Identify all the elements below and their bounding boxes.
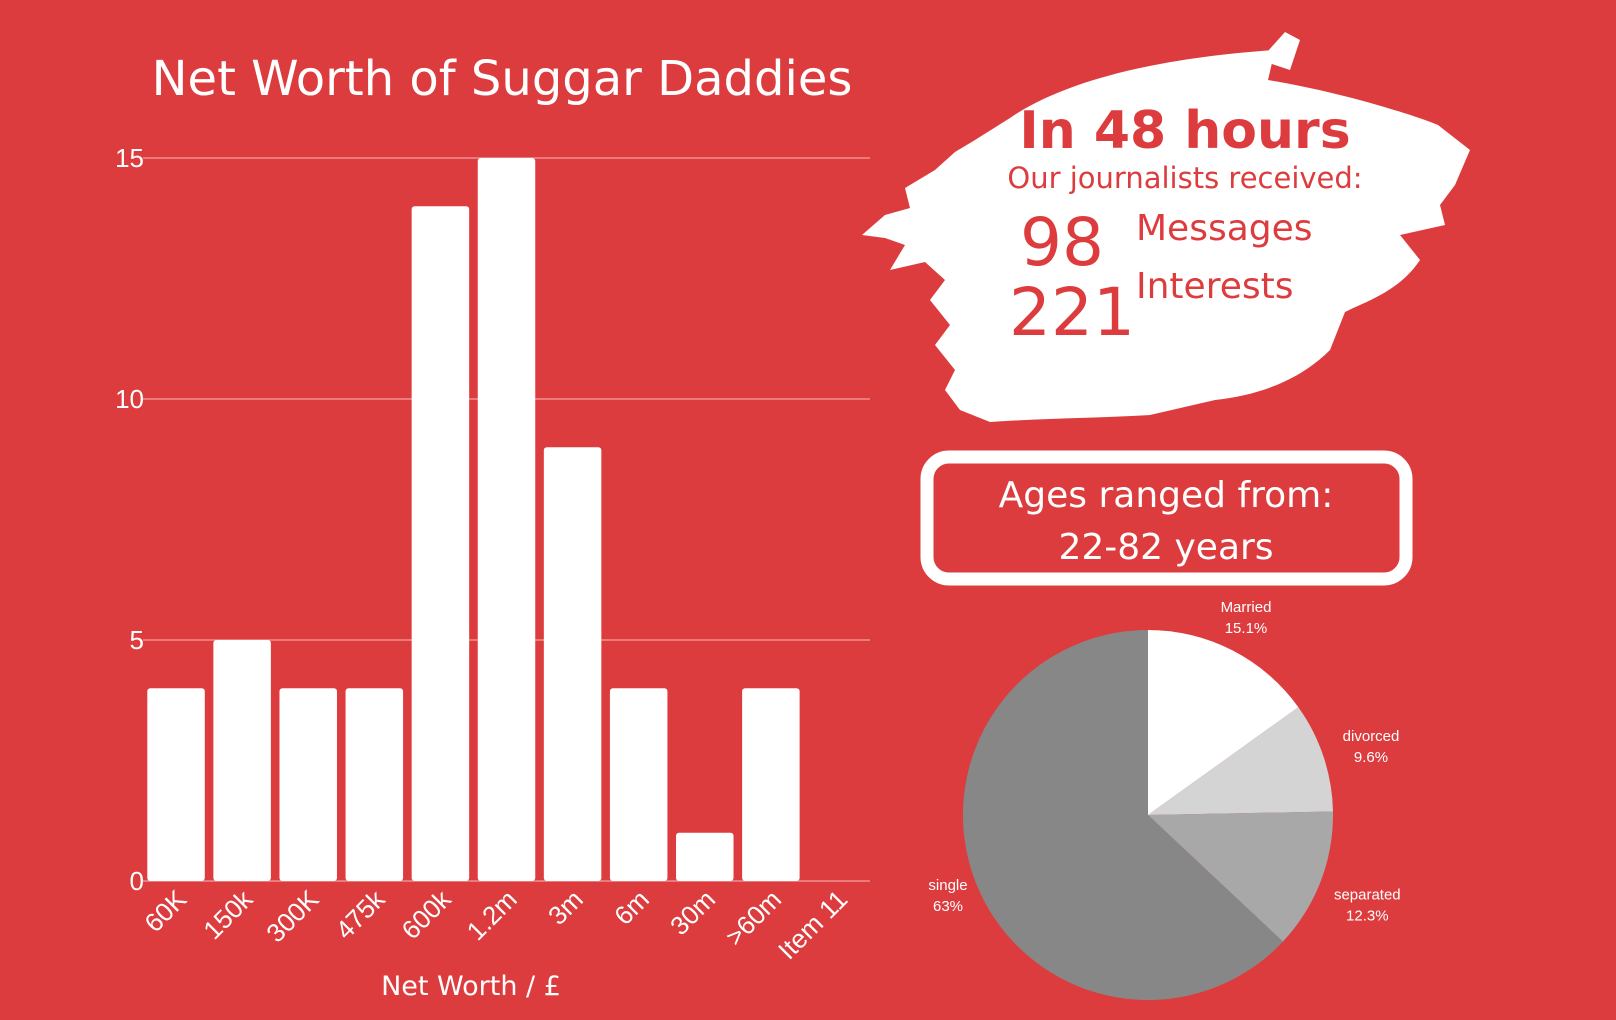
y-tick-label: 5 (130, 625, 144, 655)
bar (543, 447, 602, 881)
brush-stroke-shape (862, 50, 1470, 422)
x-tick-label: 300K (260, 884, 325, 949)
x-tick-label: 150k (197, 883, 259, 945)
x-tick-label: 6m (608, 884, 655, 931)
bar (477, 158, 536, 881)
pie-label: divorced 9.6% (1343, 728, 1400, 766)
y-tick-label: 0 (130, 866, 144, 896)
pie-slice (1148, 811, 1333, 942)
x-tick-label: 600k (396, 883, 458, 945)
stats-heading: In 48 hours (1019, 101, 1350, 161)
interests-label: Interests (1136, 266, 1293, 307)
bar (213, 640, 271, 881)
bar-chart: Net Worth of Suggar Daddies 0 5 10 15 60K 15… (115, 51, 870, 1002)
messages-count: 98 (1020, 204, 1104, 281)
pie-label: Married 15.1% (1221, 599, 1272, 637)
x-axis-title: Net Worth / £ (381, 971, 561, 1002)
pie-label: separated 12.3% (1334, 886, 1401, 924)
pie-labels: Married 15.1% divorced 9.6% separated 12.3% si… (928, 599, 1400, 924)
stats-callout: In 48 hours Our journalists received: 98… (862, 32, 1470, 422)
x-tick-label: Item 11 (772, 884, 853, 965)
y-tick-label: 10 (115, 384, 144, 414)
ages-line-2: 22-82 years (1058, 527, 1273, 568)
chart-title: Net Worth of Suggar Daddies (152, 51, 853, 107)
bar (609, 688, 668, 881)
bar (742, 688, 800, 881)
x-tick-label: 60K (138, 884, 192, 938)
pie-label-percent: 63% (933, 898, 963, 915)
pie-label-percent: 9.6% (1354, 749, 1388, 766)
pie-chart: Married 15.1% divorced 9.6% separated 12.3% si… (928, 599, 1401, 1000)
pie-label-percent: 15.1% (1225, 620, 1268, 637)
y-tick-label: 15 (115, 143, 144, 173)
pie-label-name: divorced (1343, 728, 1400, 745)
pie-label-percent: 12.3% (1346, 907, 1389, 924)
pie-slice (963, 630, 1283, 1000)
bar (676, 832, 734, 881)
x-tick-label: 475k (329, 883, 391, 945)
pie-label: single 63% (928, 877, 967, 915)
brush-stroke-streak (1260, 32, 1300, 70)
pie-label-name: single (928, 877, 967, 894)
y-axis-ticks: 0 5 10 15 (115, 143, 144, 896)
x-tick-label: 3m (542, 884, 589, 931)
messages-label: Messages (1136, 208, 1313, 249)
ages-callout: Ages ranged from: 22-82 years (920, 450, 1413, 586)
bar (147, 688, 205, 881)
x-tick-label: 1.2m (461, 884, 523, 946)
ages-line-1: Ages ranged from: (999, 475, 1334, 516)
bars (147, 158, 800, 881)
ages-box (920, 450, 1413, 586)
pie-slices (963, 630, 1333, 1000)
bar (279, 688, 337, 881)
pie-slice (1148, 707, 1333, 815)
pie-label-name: Married (1221, 599, 1272, 616)
bar (345, 688, 404, 881)
x-tick-label: 30m (664, 884, 721, 941)
bar (411, 206, 470, 881)
stats-subheading: Our journalists received: (1007, 161, 1362, 195)
pie-label-name: separated (1334, 886, 1401, 903)
interests-count: 221 (1009, 274, 1135, 351)
pie-slice (1148, 630, 1299, 815)
